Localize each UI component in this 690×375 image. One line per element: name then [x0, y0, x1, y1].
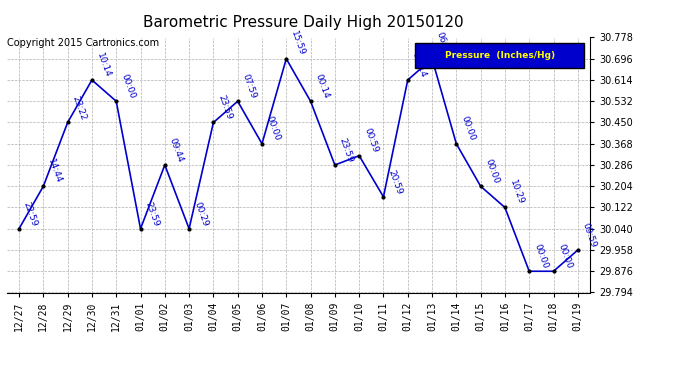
Text: 14:44: 14:44 — [46, 158, 63, 185]
Text: Barometric Pressure Daily High 20150120: Barometric Pressure Daily High 20150120 — [144, 15, 464, 30]
Text: 00:14: 00:14 — [313, 73, 331, 100]
Text: 09:59: 09:59 — [581, 221, 598, 249]
Text: 23:59: 23:59 — [216, 94, 234, 121]
Text: 22:59: 22:59 — [22, 200, 39, 228]
Text: 23:22: 23:22 — [70, 94, 88, 121]
Text: 00:29: 00:29 — [192, 200, 209, 228]
Text: 00:59: 00:59 — [362, 127, 380, 154]
Text: 10:14: 10:14 — [95, 51, 112, 79]
Text: Copyright 2015 Cartronics.com: Copyright 2015 Cartronics.com — [7, 38, 159, 48]
Text: 21:14: 21:14 — [411, 51, 428, 79]
Text: Pressure  (Inches/Hg): Pressure (Inches/Hg) — [444, 51, 555, 60]
Text: 15:59: 15:59 — [289, 30, 306, 57]
Text: 09:44: 09:44 — [168, 136, 185, 164]
Text: 07:59: 07:59 — [241, 72, 258, 100]
Text: 00:00: 00:00 — [460, 115, 477, 142]
Text: 00:00: 00:00 — [532, 243, 549, 270]
Text: 10:29: 10:29 — [508, 179, 525, 206]
Text: 23:59: 23:59 — [338, 136, 355, 164]
Text: 00:00: 00:00 — [265, 115, 282, 142]
Text: 00:00: 00:00 — [556, 243, 573, 270]
FancyBboxPatch shape — [415, 43, 584, 68]
Text: 00:00: 00:00 — [119, 72, 137, 100]
Text: 23:59: 23:59 — [144, 200, 161, 228]
Text: 00:00: 00:00 — [484, 158, 501, 185]
Text: 06:14: 06:14 — [435, 30, 452, 57]
Text: 20:59: 20:59 — [386, 168, 404, 196]
